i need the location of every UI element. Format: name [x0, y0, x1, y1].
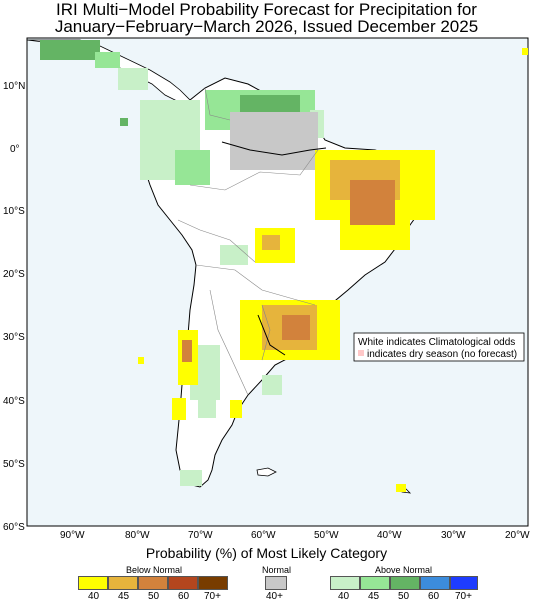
lat-label: 30°S — [3, 332, 25, 343]
legend-above-tick: 70+ — [455, 591, 472, 602]
legend-below-tick: 50 — [148, 591, 160, 602]
lon-label: 40°W — [377, 530, 402, 541]
country-borders — [177, 87, 319, 396]
lat-labels: 10°N 0° 10°S 20°S 30°S 40°S 50°S 60°S — [3, 81, 25, 533]
title-line-1: IRI Multi−Model Probability Forecast for… — [56, 0, 477, 19]
legend-above-tick: 60 — [428, 591, 440, 602]
legend-below-tick: 60 — [178, 591, 190, 602]
lat-label: 50°S — [3, 459, 25, 470]
legend-title: Probability (%) of Most Likely Category — [145, 545, 388, 561]
dry-season-swatch — [358, 350, 364, 356]
legend-above-swatch — [360, 576, 390, 590]
lat-label: 20°S — [3, 269, 25, 280]
note-box: White indicates Climatological odds indi… — [353, 332, 525, 362]
legend-normal-swatch — [265, 576, 287, 590]
legend-below-swatch — [138, 576, 168, 590]
legend-below-swatch — [168, 576, 198, 590]
legend-below-swatch — [108, 576, 138, 590]
legend-above-swatch — [330, 576, 360, 590]
falkland-islands — [256, 467, 277, 477]
legend-normal-name: Normal — [262, 565, 292, 575]
lat-label: 10°N — [3, 81, 25, 92]
legend-above-swatch — [390, 576, 420, 590]
legend-below-tick: 70+ — [204, 591, 221, 602]
lon-label: 20°W — [505, 530, 530, 541]
legend-below-swatch — [198, 576, 228, 590]
legend-above-tick: 45 — [368, 591, 380, 602]
dry-season-area — [180, 470, 202, 486]
lon-label: 30°W — [441, 530, 466, 541]
lon-label: 60°W — [251, 530, 276, 541]
lon-labels: 90°W 80°W 70°W 60°W 50°W 40°W 30°W 20°W — [60, 530, 530, 541]
lon-label: 50°W — [314, 530, 339, 541]
below-normal-areas — [138, 48, 528, 492]
legend-above-swatch — [450, 576, 478, 590]
legend-below-tick: 40 — [88, 591, 100, 602]
legend-normal-tick: 40+ — [266, 591, 283, 602]
normal-area — [230, 112, 318, 170]
lat-label: 10°S — [3, 206, 25, 217]
legend-above-tick: 50 — [398, 591, 410, 602]
note-line-1: White indicates Climatological odds — [358, 337, 515, 348]
rivers — [221, 141, 327, 356]
lat-label: 40°S — [3, 396, 25, 407]
legend-above-tick: 40 — [338, 591, 350, 602]
legend-above-swatch — [420, 576, 450, 590]
lat-label: 0° — [10, 144, 20, 155]
lat-label: 60°S — [3, 522, 25, 533]
legend-below-tick: 45 — [118, 591, 130, 602]
legend-above-name: Above Normal — [375, 565, 433, 575]
lon-label: 80°W — [125, 530, 150, 541]
lon-label: 90°W — [60, 530, 85, 541]
lon-label: 70°W — [188, 530, 213, 541]
note-line-2: indicates dry season (no forecast) — [367, 349, 517, 360]
title-line-2: January−February−March 2026, Issued Dece… — [54, 17, 479, 36]
legend-below-name: Below Normal — [126, 565, 183, 575]
legend-below-swatch — [78, 576, 108, 590]
